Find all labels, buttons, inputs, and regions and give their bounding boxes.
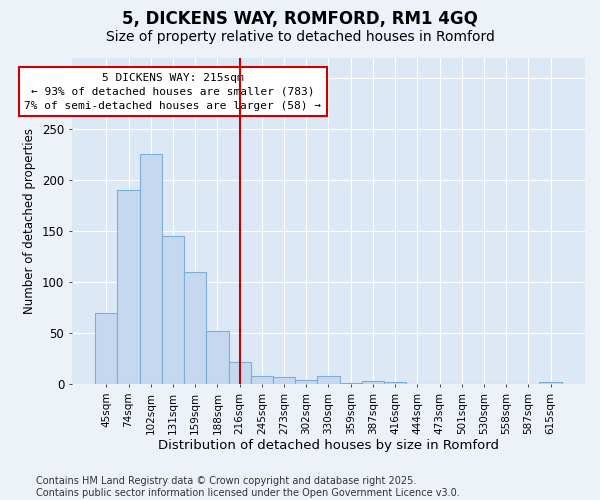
Bar	[140, 154, 162, 384]
Text: 5, DICKENS WAY, ROMFORD, RM1 4GQ: 5, DICKENS WAY, ROMFORD, RM1 4GQ	[122, 10, 478, 28]
Bar	[295, 380, 317, 384]
Bar	[118, 190, 140, 384]
Bar	[206, 331, 229, 384]
Y-axis label: Number of detached properties: Number of detached properties	[23, 128, 37, 314]
Bar	[95, 312, 118, 384]
Bar	[273, 377, 295, 384]
X-axis label: Distribution of detached houses by size in Romford: Distribution of detached houses by size …	[158, 440, 499, 452]
Text: 5 DICKENS WAY: 215sqm
← 93% of detached houses are smaller (783)
7% of semi-deta: 5 DICKENS WAY: 215sqm ← 93% of detached …	[25, 73, 322, 111]
Bar	[317, 376, 340, 384]
Bar	[539, 382, 562, 384]
Bar	[384, 382, 406, 384]
Bar	[162, 236, 184, 384]
Bar	[362, 381, 384, 384]
Text: Size of property relative to detached houses in Romford: Size of property relative to detached ho…	[106, 30, 494, 44]
Bar	[229, 362, 251, 384]
Bar	[340, 383, 362, 384]
Bar	[184, 272, 206, 384]
Text: Contains HM Land Registry data © Crown copyright and database right 2025.
Contai: Contains HM Land Registry data © Crown c…	[36, 476, 460, 498]
Bar	[251, 376, 273, 384]
